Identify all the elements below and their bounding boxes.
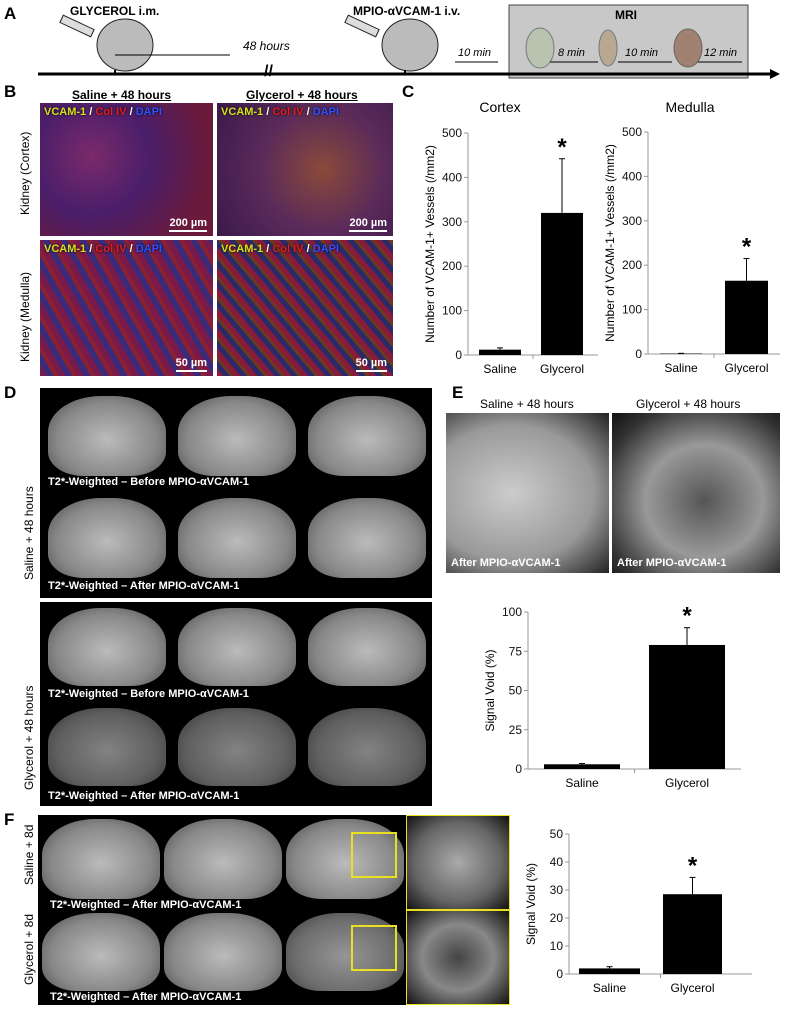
panel-label-b: B xyxy=(4,82,17,101)
step-mpio: MPIO-αVCAM-1 i.v. xyxy=(353,4,461,18)
y-tick-label: 500 xyxy=(442,126,462,140)
y-tick-label: 200 xyxy=(442,259,462,273)
chart-title: Medulla xyxy=(665,99,714,115)
roi-zoom-glycerol xyxy=(406,910,510,1005)
mouse-icon-2 xyxy=(381,18,439,74)
y-tick-label: 400 xyxy=(442,170,462,184)
panel-label-e: E xyxy=(452,383,464,402)
bar-glycerol xyxy=(663,894,722,974)
y-tick-label: 0 xyxy=(515,762,522,776)
x-tick-label: Glycerol xyxy=(670,981,714,995)
panel-label-a: A xyxy=(4,4,17,23)
micrograph-glycerol-cortex: VCAM-1 / Col IV / DAPI 200 µm xyxy=(217,103,393,236)
roi-box-glycerol xyxy=(351,925,397,971)
y-tick-label: 0 xyxy=(455,348,462,362)
y-axis-label: Number of VCAM-1+ Vessels (/mm2) xyxy=(423,145,437,343)
y-axis-label: Signal Void (%) xyxy=(524,863,538,945)
step-glycerol: GLYCEROL i.m. xyxy=(70,4,160,18)
time-brain-kidney: 8 min xyxy=(558,47,585,59)
y-tick-label: 300 xyxy=(442,215,462,229)
y-tick-label: 100 xyxy=(502,605,522,619)
roi-box-saline xyxy=(351,832,397,878)
y-tick-label: 0 xyxy=(635,347,642,361)
y-tick-label: 200 xyxy=(622,258,642,272)
mri-saline-48h: T2*-Weighted – Before MPIO-αVCAM-1 T2*-W… xyxy=(40,388,432,598)
mri-zoom-saline: After MPIO-αVCAM-1 xyxy=(446,413,609,573)
y-tick-label: 25 xyxy=(509,723,523,737)
chart-title: Cortex xyxy=(479,99,520,115)
x-tick-label: Saline xyxy=(565,776,599,790)
e-col-glycerol: Glycerol + 48 hours xyxy=(636,397,741,411)
y-tick-label: 30 xyxy=(550,883,564,897)
y-tick-label: 500 xyxy=(622,125,642,139)
panel-label-f: F xyxy=(4,810,15,829)
bar-saline xyxy=(544,764,620,769)
axis-break-icon: // xyxy=(264,63,273,80)
y-tick-label: 400 xyxy=(622,169,642,183)
mri-label: MRI xyxy=(615,8,637,22)
significance-marker: * xyxy=(688,852,698,879)
panel-label-d: D xyxy=(4,383,17,402)
y-tick-label: 300 xyxy=(622,214,642,228)
y-axis-label: Signal Void (%) xyxy=(483,649,497,731)
y-tick-label: 75 xyxy=(509,644,523,658)
panel-label-c: C xyxy=(402,82,415,101)
brain-icon xyxy=(525,27,555,69)
y-tick-label: 50 xyxy=(550,827,564,841)
mouse-icon-1 xyxy=(96,18,154,74)
significance-marker: * xyxy=(557,134,567,161)
y-tick-label: 20 xyxy=(550,911,564,925)
syringe-icon-2 xyxy=(344,14,380,38)
time-heart-end: 12 min xyxy=(704,47,738,59)
micrograph-saline-medulla: VCAM-1 / Col IV / DAPI 50 µm xyxy=(40,240,213,376)
bar-glycerol xyxy=(541,212,583,355)
x-tick-label: Glycerol xyxy=(540,362,584,376)
y-tick-label: 40 xyxy=(550,855,564,869)
scale-bar: 200 µm xyxy=(169,217,207,232)
scale-bar: 50 µm xyxy=(355,357,387,372)
x-tick-label: Saline xyxy=(483,362,517,376)
x-tick-label: Saline xyxy=(593,981,627,995)
y-tick-label: 100 xyxy=(622,303,642,317)
micrograph-saline-cortex: VCAM-1 / Col IV / DAPI 200 µm xyxy=(40,103,213,236)
x-tick-label: Glycerol xyxy=(724,361,768,375)
x-tick-label: Saline xyxy=(664,361,698,375)
bar-saline xyxy=(579,968,640,974)
y-tick-label: 100 xyxy=(442,304,462,318)
x-tick-label: Glycerol xyxy=(665,776,709,790)
mri-zoom-glycerol: After MPIO-αVCAM-1 xyxy=(612,413,780,573)
heart-icon xyxy=(673,28,703,68)
b-col-saline: Saline + 48 hours xyxy=(72,88,172,102)
significance-marker: * xyxy=(682,603,692,630)
timeline-diagram: // xyxy=(38,4,780,80)
bar-glycerol xyxy=(649,644,725,769)
syringe-icon-1 xyxy=(59,14,95,38)
timeline-arrowhead xyxy=(770,69,780,79)
kidney-icon xyxy=(598,29,618,67)
roi-zoom-saline xyxy=(406,815,510,910)
b-col-glycerol: Glycerol + 48 hours xyxy=(246,88,358,102)
scale-bar: 200 µm xyxy=(349,217,387,232)
y-tick-label: 0 xyxy=(556,967,563,981)
scale-bar: 50 µm xyxy=(175,357,207,372)
bar-glycerol xyxy=(725,280,768,354)
bar-saline xyxy=(479,349,521,355)
time-kidney-heart: 10 min xyxy=(625,47,659,59)
e-col-saline: Saline + 48 hours xyxy=(480,397,574,411)
mri-glycerol-48h: T2*-Weighted – Before MPIO-αVCAM-1 T2*-W… xyxy=(40,602,432,806)
mri-8d: T2*-Weighted – After MPIO-αVCAM-1 T2*-We… xyxy=(38,815,406,1005)
significance-marker: * xyxy=(742,234,752,261)
wait-label: 10 min xyxy=(458,47,492,59)
y-tick-label: 10 xyxy=(550,939,564,953)
y-tick-label: 50 xyxy=(509,684,523,698)
gap-label: 48 hours xyxy=(243,39,290,53)
y-axis-label: Number of VCAM-1+ Vessels (/mm2) xyxy=(603,144,617,342)
micrograph-glycerol-medulla: VCAM-1 / Col IV / DAPI 50 µm xyxy=(217,240,393,376)
